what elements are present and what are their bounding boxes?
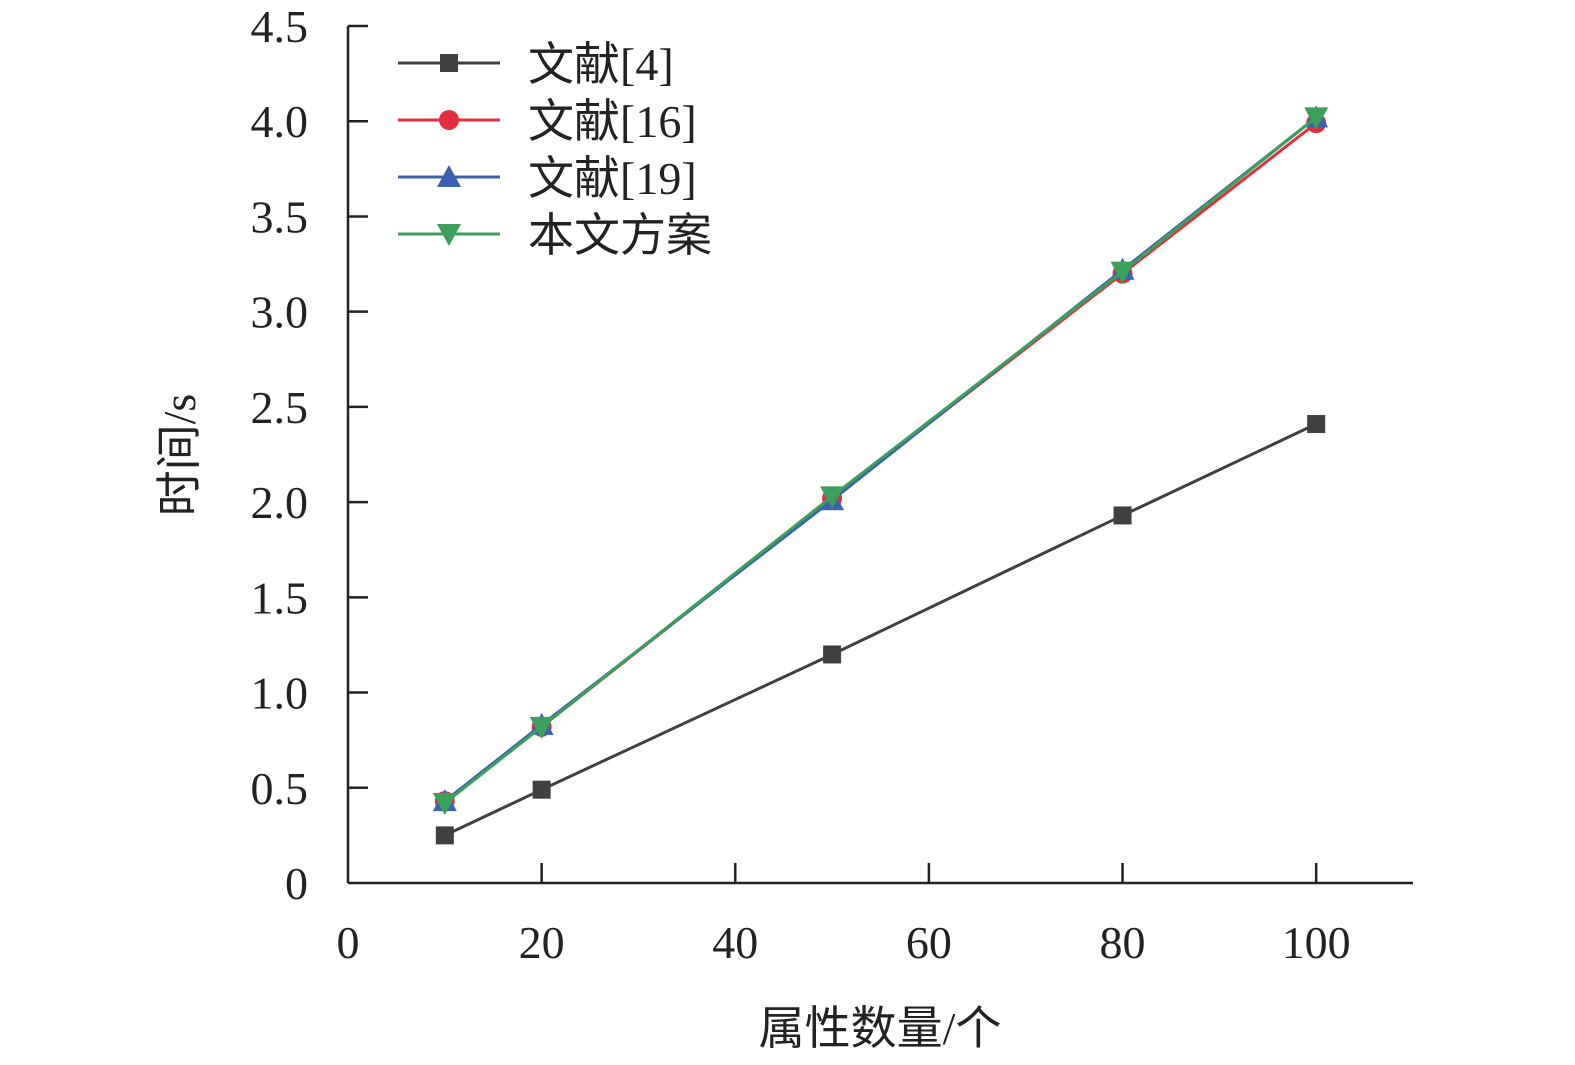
y-tick-label: 1.5	[251, 572, 309, 623]
data-point	[1113, 506, 1132, 525]
data-point	[1110, 261, 1135, 284]
series-1	[435, 415, 1326, 845]
x-tick-label: 80	[1100, 917, 1146, 968]
x-tick-label: 0	[337, 917, 360, 968]
x-ticks: 0 20 40 60 80 100	[337, 863, 1351, 968]
legend-marker	[437, 224, 461, 246]
data-point	[532, 780, 551, 799]
y-tick-label: 4.0	[251, 96, 309, 147]
legend-item: 文献[16]	[398, 96, 697, 147]
data-point	[823, 645, 842, 664]
y-tick-label: 2.5	[251, 382, 309, 433]
data-point	[1307, 415, 1326, 434]
data-point	[435, 826, 454, 845]
legend-item: 本文方案	[398, 210, 712, 261]
legend-label: 文献[16]	[528, 96, 697, 147]
legend-marker	[440, 54, 458, 72]
x-axis-label: 属性数量/个	[759, 1003, 1002, 1054]
y-tick-label: 2.0	[251, 477, 309, 528]
x-tick-label: 100	[1282, 917, 1351, 968]
legend: 文献[4] 文献[16] 文献[19] 本文方案	[398, 39, 712, 261]
plot-series	[432, 105, 1329, 845]
y-tick-label: 0.5	[251, 763, 309, 814]
series-4	[432, 107, 1329, 816]
legend-marker	[439, 110, 459, 130]
legend-label: 文献[4]	[528, 39, 674, 90]
data-point	[529, 716, 554, 739]
legend-marker	[437, 165, 461, 187]
y-tick-label: 0	[285, 858, 308, 909]
y-axis-label: 时间/s	[154, 394, 205, 517]
legend-label: 文献[19]	[528, 153, 697, 204]
data-point	[1304, 107, 1329, 130]
data-point	[820, 486, 845, 509]
axes	[346, 26, 1413, 885]
y-ticks: 0 0.5 1.0 1.5 2.0 2.5 3.0 3.5 4.0 4.5	[251, 1, 368, 909]
legend-item: 文献[19]	[398, 153, 697, 204]
legend-label: 本文方案	[528, 210, 712, 261]
data-point	[432, 793, 457, 816]
y-tick-label: 4.5	[251, 1, 309, 52]
x-tick-label: 20	[519, 917, 565, 968]
x-tick-label: 40	[712, 917, 758, 968]
x-tick-label: 60	[906, 917, 952, 968]
legend-item: 文献[4]	[398, 39, 674, 90]
series-line	[444, 422, 1317, 837]
y-tick-label: 1.0	[251, 668, 309, 719]
y-tick-label: 3.0	[251, 287, 309, 338]
y-tick-label: 3.5	[251, 191, 309, 242]
